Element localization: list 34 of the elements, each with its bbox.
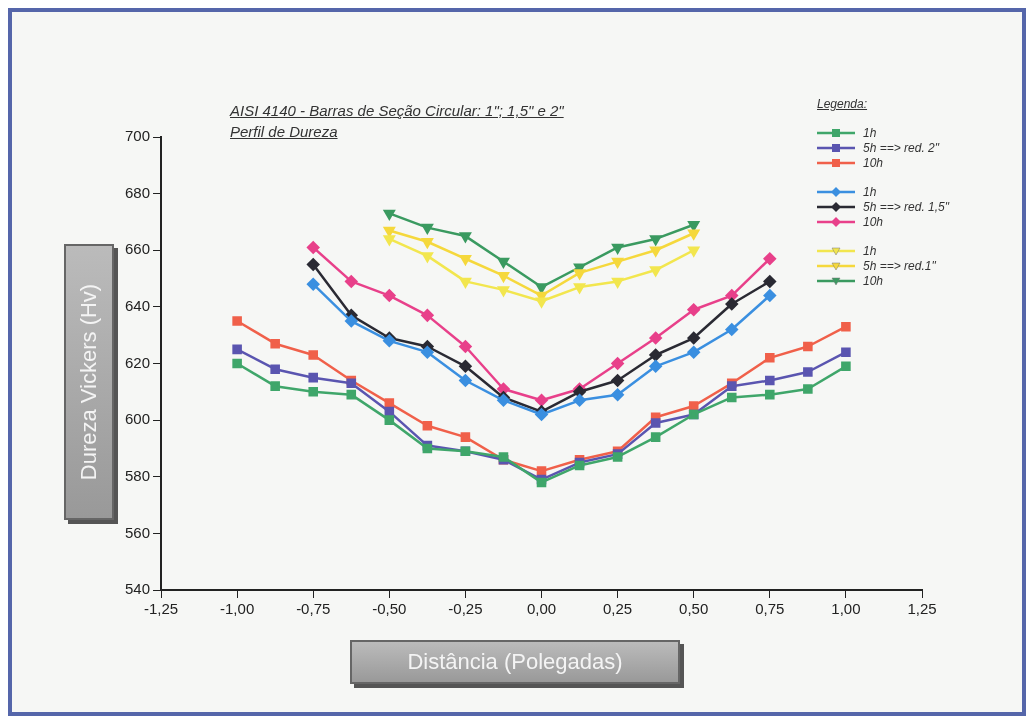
legend-label: 5h ==> red.1" <box>863 258 936 273</box>
legend-label: 10h <box>863 214 884 229</box>
x-tick-label: 0,50 <box>679 600 709 618</box>
y-tick-label: 640 <box>125 297 151 315</box>
legend-label: 10h <box>863 155 884 170</box>
x-axis-title: Distância (Polegadas) <box>350 640 680 684</box>
legend-label: 1h <box>863 125 877 140</box>
y-tick-label: 540 <box>125 580 151 598</box>
x-tick-label: -1,00 <box>220 600 255 618</box>
y-axis-title: Dureza Vickers (Hv) <box>76 283 102 481</box>
y-tick-label: 660 <box>125 240 151 258</box>
y-tick-label: 600 <box>125 410 151 428</box>
x-tick-label: -0,50 <box>372 600 407 618</box>
x-tick-label: -0,75 <box>296 600 331 618</box>
y-tick-label: 680 <box>125 183 151 201</box>
x-tick-label: 1,25 <box>907 600 937 618</box>
y-tick-label: 620 <box>125 353 151 371</box>
x-tick-label: -0,25 <box>448 600 483 618</box>
legend-title: Legenda: <box>817 97 869 111</box>
legend-label: 5h ==> red. 2" <box>863 140 939 155</box>
legend-label: 10h <box>863 273 884 288</box>
x-tick-label: 0,00 <box>526 600 557 618</box>
x-tick-label: -1,25 <box>143 600 179 618</box>
y-tick-label: 560 <box>125 523 151 541</box>
x-tick-label: 0,25 <box>603 600 633 618</box>
legend-label: 1h <box>863 184 877 199</box>
chart-subtitle: Perfil de Dureza <box>230 122 339 142</box>
x-tick-label: 1,00 <box>831 600 861 618</box>
legend-label: 1h <box>863 243 877 258</box>
y-tick-label: 580 <box>125 466 151 484</box>
chart-title: AISI 4140 - Barras de Seção Circular: 1"; 1,5" e 2" <box>230 101 564 121</box>
y-tick-label: 700 <box>125 127 151 145</box>
x-tick-label: 0,75 <box>755 600 785 618</box>
legend-label: 5h ==> red. 1,5" <box>863 199 949 214</box>
